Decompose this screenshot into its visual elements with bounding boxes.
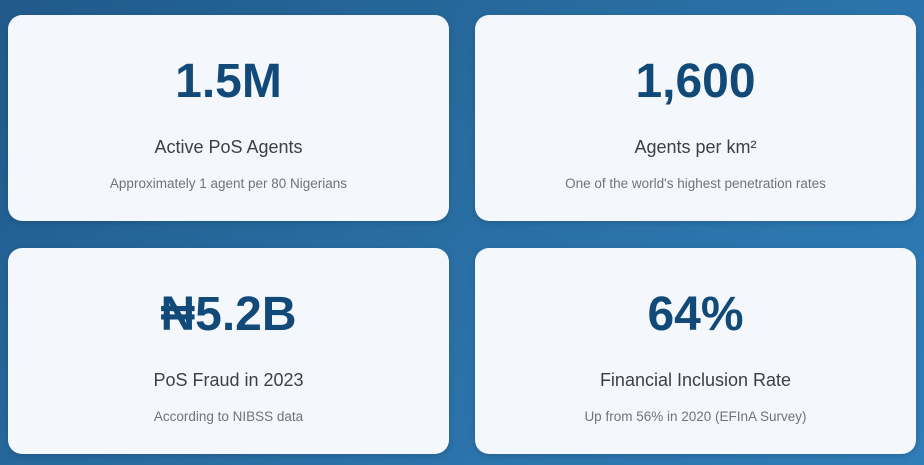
stat-note: Approximately 1 agent per 80 Nigerians [109,176,348,191]
stats-grid: 1.5M Active PoS Agents Approximately 1 a… [8,15,916,454]
stat-note: Up from 56% in 2020 (EFInA Survey) [584,409,807,424]
stat-label: PoS Fraud in 2023 [153,370,304,390]
stat-note: One of the world's highest penetration r… [565,176,826,191]
stat-label: Active PoS Agents [154,137,303,157]
stat-value: 1.5M [175,55,282,108]
stat-note: According to NIBSS data [153,409,304,424]
stat-card-active-agents: 1.5M Active PoS Agents Approximately 1 a… [8,15,449,221]
stat-label: Financial Inclusion Rate [599,370,792,390]
stat-card-pos-fraud: ₦5.2B PoS Fraud in 2023 According to NIB… [8,248,449,454]
stat-value: 1,600 [635,55,756,108]
stat-value: 64% [647,288,744,341]
stat-value: ₦5.2B [160,288,297,341]
stat-card-financial-inclusion: 64% Financial Inclusion Rate Up from 56%… [475,248,916,454]
stat-label: Agents per km² [634,137,757,157]
stat-card-agents-density: 1,600 Agents per km² One of the world's … [475,15,916,221]
